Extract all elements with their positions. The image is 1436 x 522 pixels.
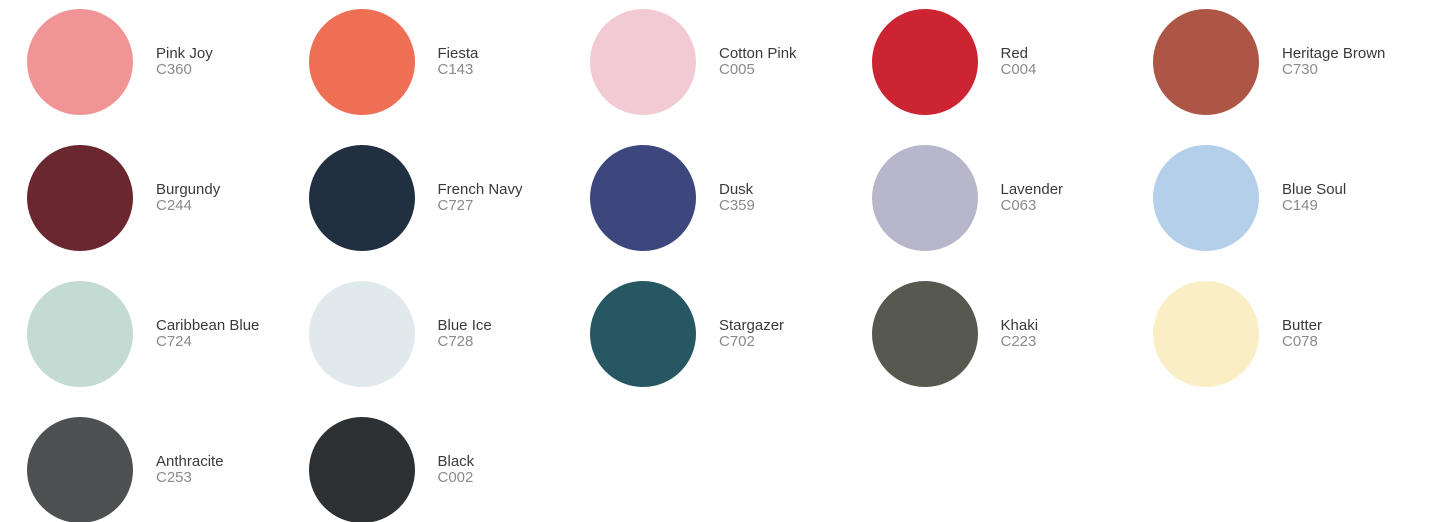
swatch-name: Butter [1282, 317, 1323, 334]
color-circle[interactable] [590, 281, 696, 387]
swatch-code: C244 [156, 197, 192, 214]
color-circle[interactable] [1153, 281, 1259, 387]
swatch-name: Dusk [719, 181, 754, 198]
swatch-caribbean-blue[interactable]: Caribbean Blue C724 [27, 281, 309, 387]
swatch-code: C727 [437, 197, 474, 214]
swatch-code: C730 [1282, 61, 1318, 78]
swatch-code: C149 [1282, 197, 1318, 214]
color-circle[interactable] [871, 281, 978, 387]
swatch-blue-ice[interactable]: Blue Ice C728 [308, 281, 591, 387]
color-circle[interactable] [308, 417, 415, 522]
swatch-code: C724 [156, 333, 192, 350]
swatch-burgundy[interactable]: Burgundy C244 [27, 145, 309, 251]
swatch-name: Black [437, 453, 475, 470]
swatch-heritage-brown[interactable]: Heritage Brown C730 [1153, 9, 1435, 115]
swatch-info: Lavender C063 [1001, 182, 1064, 214]
swatch-blue-soul[interactable]: Blue Soul C149 [1153, 145, 1435, 251]
swatch-red[interactable]: Red C004 [871, 9, 1154, 115]
swatch-code: C078 [1282, 333, 1318, 350]
swatch-fiesta[interactable]: Fiesta C143 [308, 9, 591, 115]
swatch-info: Stargazer C702 [719, 318, 784, 350]
swatch-info: French Navy C727 [438, 182, 523, 214]
color-circle[interactable] [308, 145, 415, 251]
swatch-info: Khaki C223 [1001, 318, 1039, 350]
swatch-name: Red [1000, 45, 1029, 62]
swatch-code: C005 [719, 61, 755, 78]
swatch-info: Dusk C359 [719, 182, 755, 214]
swatch-info: Heritage Brown C730 [1282, 46, 1385, 78]
swatch-name: Blue Soul [1282, 181, 1347, 198]
swatch-khaki[interactable]: Khaki C223 [871, 281, 1154, 387]
swatch-info: Blue Soul C149 [1282, 182, 1346, 214]
swatch-code: C360 [156, 61, 192, 78]
swatch-info: Red C004 [1001, 46, 1037, 78]
swatch-butter[interactable]: Butter C078 [1153, 281, 1435, 387]
color-circle[interactable] [27, 417, 133, 522]
swatch-info: Fiesta C143 [438, 46, 479, 78]
color-circle[interactable] [27, 281, 133, 387]
color-circle[interactable] [27, 145, 133, 251]
swatch-code: C223 [1000, 333, 1037, 350]
swatch-info: Butter C078 [1282, 318, 1322, 350]
color-circle[interactable] [871, 145, 978, 251]
swatch-code: C063 [1000, 197, 1037, 214]
swatch-code: C004 [1000, 61, 1037, 78]
swatch-info: Burgundy C244 [156, 182, 220, 214]
color-circle[interactable] [308, 9, 415, 115]
color-circle[interactable] [1153, 145, 1259, 251]
swatch-code: C002 [437, 469, 474, 486]
swatch-info: Anthracite C253 [156, 454, 224, 486]
color-circle[interactable] [590, 9, 696, 115]
swatch-name: Heritage Brown [1282, 45, 1386, 62]
swatch-black[interactable]: Black C002 [308, 417, 591, 522]
color-circle[interactable] [308, 281, 415, 387]
swatch-anthracite[interactable]: Anthracite C253 [27, 417, 309, 522]
swatch-name: Cotton Pink [719, 45, 797, 62]
swatch-name: Stargazer [719, 317, 785, 334]
swatch-name: Lavender [1000, 181, 1064, 198]
swatch-info: Cotton Pink C005 [719, 46, 797, 78]
swatch-code: C702 [719, 333, 755, 350]
color-circle[interactable] [27, 9, 133, 115]
swatch-stargazer[interactable]: Stargazer C702 [590, 281, 872, 387]
swatch-dusk[interactable]: Dusk C359 [590, 145, 872, 251]
swatch-name: Pink Joy [156, 45, 213, 62]
swatch-name: Fiesta [437, 45, 479, 62]
swatch-info: Black C002 [438, 454, 475, 486]
swatch-code: C359 [719, 197, 755, 214]
swatch-name: Caribbean Blue [156, 317, 260, 334]
swatch-code: C253 [156, 469, 192, 486]
swatch-name: Burgundy [156, 181, 221, 198]
swatch-cotton-pink[interactable]: Cotton Pink C005 [590, 9, 872, 115]
swatch-name: Anthracite [156, 453, 224, 470]
swatch-name: Khaki [1000, 317, 1039, 334]
swatch-info: Blue Ice C728 [438, 318, 492, 350]
swatch-lavender[interactable]: Lavender C063 [871, 145, 1154, 251]
color-circle[interactable] [1153, 9, 1259, 115]
swatch-name: Blue Ice [437, 317, 492, 334]
color-circle[interactable] [590, 145, 696, 251]
color-circle[interactable] [871, 9, 978, 115]
swatch-pink-joy[interactable]: Pink Joy C360 [27, 9, 309, 115]
swatch-french-navy[interactable]: French Navy C727 [308, 145, 591, 251]
swatch-code: C728 [437, 333, 474, 350]
swatch-code: C143 [437, 61, 474, 78]
swatch-info: Pink Joy C360 [156, 46, 213, 78]
swatch-info: Caribbean Blue C724 [156, 318, 259, 350]
swatch-name: French Navy [437, 181, 523, 198]
